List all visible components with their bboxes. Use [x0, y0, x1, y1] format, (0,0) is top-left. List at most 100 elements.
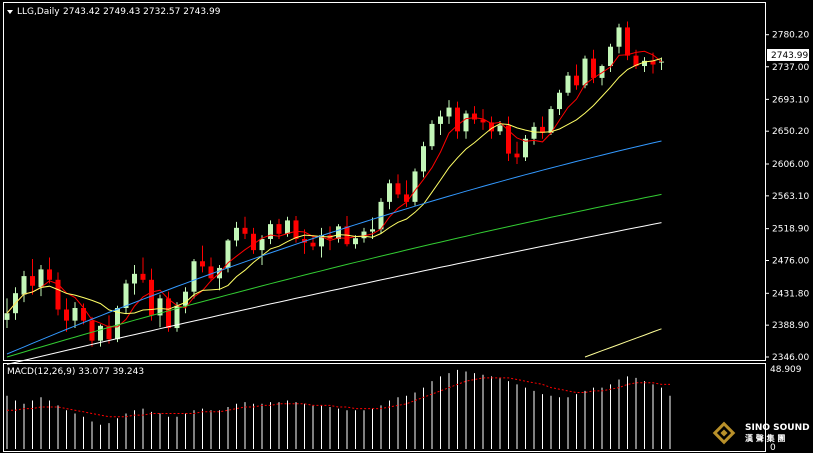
candle-up — [523, 138, 528, 158]
price-tick-label: 2346.00 — [772, 353, 809, 363]
macd-signal-line — [7, 377, 670, 418]
candle-up — [157, 298, 163, 316]
ma-mid-line — [6, 58, 662, 315]
candle-up — [497, 125, 503, 132]
macd-axis-top: 48.909 — [770, 365, 802, 375]
price-tick-label: 2780.20 — [772, 31, 809, 41]
candle-up — [387, 183, 392, 202]
candle-down — [455, 107, 460, 132]
candle-down — [30, 276, 35, 286]
symbol-label: LLG,Daily — [17, 7, 60, 17]
candle-up — [659, 61, 664, 63]
ma-slow-line — [6, 193, 662, 358]
candle-down — [55, 279, 61, 310]
candle-down — [140, 273, 146, 280]
candle-up — [234, 227, 239, 241]
candle-down — [276, 224, 282, 234]
candle-down — [404, 194, 409, 202]
candle-up — [4, 313, 10, 320]
candle-up — [353, 238, 358, 245]
candle-up — [21, 276, 27, 295]
candle-up — [268, 224, 273, 239]
candle-down — [64, 309, 69, 321]
candle-up — [429, 123, 435, 147]
candle-up — [438, 116, 443, 124]
candle-down — [574, 75, 579, 86]
macd-axis-bottom: 0 — [770, 443, 776, 453]
candle-up — [565, 75, 571, 93]
price-tick-label: 2563.10 — [772, 192, 809, 202]
candle-up — [616, 27, 622, 47]
candle-down — [106, 325, 112, 340]
candle-down — [149, 279, 154, 316]
candle-up — [608, 46, 613, 67]
candle-down — [506, 125, 511, 154]
price-tick-label: 2606.00 — [772, 160, 809, 170]
candle-down — [480, 119, 486, 123]
candle-up — [191, 261, 197, 292]
price-tick-label: 2650.20 — [772, 127, 809, 137]
ma-fast-line — [6, 50, 662, 328]
price-tick-label: 2693.10 — [772, 95, 809, 105]
candle-down — [208, 266, 214, 279]
candle-down — [591, 58, 596, 78]
candle-up — [548, 109, 554, 133]
candle-up — [38, 269, 44, 288]
candle-up — [421, 146, 426, 172]
logo-brand: SINO SOUND — [745, 423, 810, 433]
candle-up — [463, 113, 469, 132]
candle-up — [642, 60, 647, 67]
candle-up — [557, 92, 562, 110]
price-axis: 2780.20 2737.00 2693.10 2650.20 2606.00 2563.… — [765, 31, 809, 363]
price-panel-frame — [3, 2, 766, 361]
candle-down — [489, 122, 494, 132]
logo-sub: 漢 聲 集 團 — [745, 433, 785, 443]
candle-down — [395, 183, 401, 195]
candle-up — [336, 226, 341, 239]
candle-down — [293, 220, 299, 239]
candle-up — [72, 308, 78, 321]
price-tick-label: 2388.90 — [772, 321, 809, 331]
candle-down — [633, 55, 639, 67]
price-tick-label: 2431.80 — [772, 289, 809, 299]
macd-layer — [6, 369, 671, 449]
collapse-triangle-icon[interactable] — [7, 10, 13, 14]
candle-up — [319, 235, 324, 247]
candle-down — [251, 233, 256, 251]
candle-up — [285, 220, 290, 234]
sino-sound-logo — [712, 421, 736, 445]
candle-up — [132, 273, 137, 284]
candle-up — [531, 126, 537, 139]
candle-up — [361, 231, 367, 239]
candle-up — [115, 308, 120, 340]
price-tick-label: 2737.00 — [772, 63, 809, 73]
ma-slow-line — [6, 222, 662, 365]
price-tick-label: 2518.90 — [772, 225, 809, 235]
candle-up — [582, 58, 588, 86]
candle-up — [225, 240, 231, 268]
current-price-label: 2743.99 — [771, 51, 808, 61]
candle-down — [310, 242, 316, 247]
macd-label: MACD(12,26,9) 33.077 39.243 — [7, 367, 144, 377]
candle-down — [472, 113, 477, 120]
candle-down — [625, 27, 630, 56]
candle-down — [200, 261, 205, 267]
candle-up — [370, 229, 375, 232]
candle-down — [166, 298, 171, 329]
ohlc-label: 2743.42 2749.43 2732.57 2743.99 — [63, 7, 221, 17]
candle-down — [81, 308, 86, 321]
candle-up — [123, 283, 129, 309]
candle-down — [514, 153, 520, 158]
candle-down — [47, 269, 52, 280]
candle-up — [446, 107, 452, 117]
candle-up — [98, 325, 103, 341]
candle-up — [259, 238, 265, 251]
current-price-marker — [767, 49, 809, 61]
candle-down — [242, 227, 248, 234]
candle-down — [89, 320, 95, 341]
macd-panel-frame — [3, 363, 766, 452]
price-series-layer — [4, 21, 664, 365]
candle-up — [174, 305, 180, 329]
candle-down — [540, 126, 545, 133]
